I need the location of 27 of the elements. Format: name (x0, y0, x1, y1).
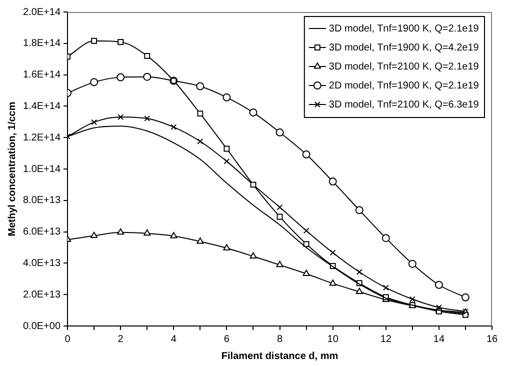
y-tick-label: 2.0E+14 (22, 6, 61, 18)
x-tick-label: 12 (380, 334, 392, 345)
legend-label: 3D model, Tnf=1900 K, Q=4.2e19 (328, 42, 480, 54)
x-tick-label: 4 (170, 334, 177, 345)
y-tick-label: 1.2E+14 (22, 132, 61, 144)
x-tick-label: 16 (486, 334, 498, 345)
x-tick-label: 0 (64, 334, 71, 345)
y-axis-title: Methyl concentration, 1/ccm (6, 102, 18, 236)
y-tick-label: 2.0E+13 (22, 289, 61, 300)
x-tick-label: 10 (327, 334, 339, 345)
y-tick-label: 0.0E+00 (22, 320, 61, 332)
y-tick-label: 1.6E+14 (22, 70, 61, 81)
x-axis-title: Filament distance d, mm (221, 350, 338, 362)
legend-label: 3D model, Tnf=1900 K, Q=2.1e19 (328, 23, 480, 34)
legend-label: 3D model, Tnf=2100 K, Q=6.3e19 (328, 99, 480, 110)
y-tick-label: 8.0E+13 (22, 195, 61, 206)
y-tick-label: 1.4E+14 (22, 100, 61, 112)
x-tick-label: 6 (224, 334, 230, 345)
y-tick-label: 4.0E+13 (22, 258, 61, 269)
y-tick-label: 6.0E+13 (22, 226, 61, 238)
x-tick-label: 14 (433, 334, 445, 345)
y-tick-label: 1.0E+14 (22, 164, 61, 175)
legend-label: 3D model, Tnf=2100 K, Q=2.1e19 (328, 61, 480, 72)
legend-label: 2D model, Tnf=1900 K, Q=2.1e19 (328, 80, 480, 92)
x-tick-label: 2 (118, 334, 124, 345)
x-tick-label: 8 (276, 334, 283, 345)
y-tick-label: 1.8E+14 (22, 38, 61, 50)
